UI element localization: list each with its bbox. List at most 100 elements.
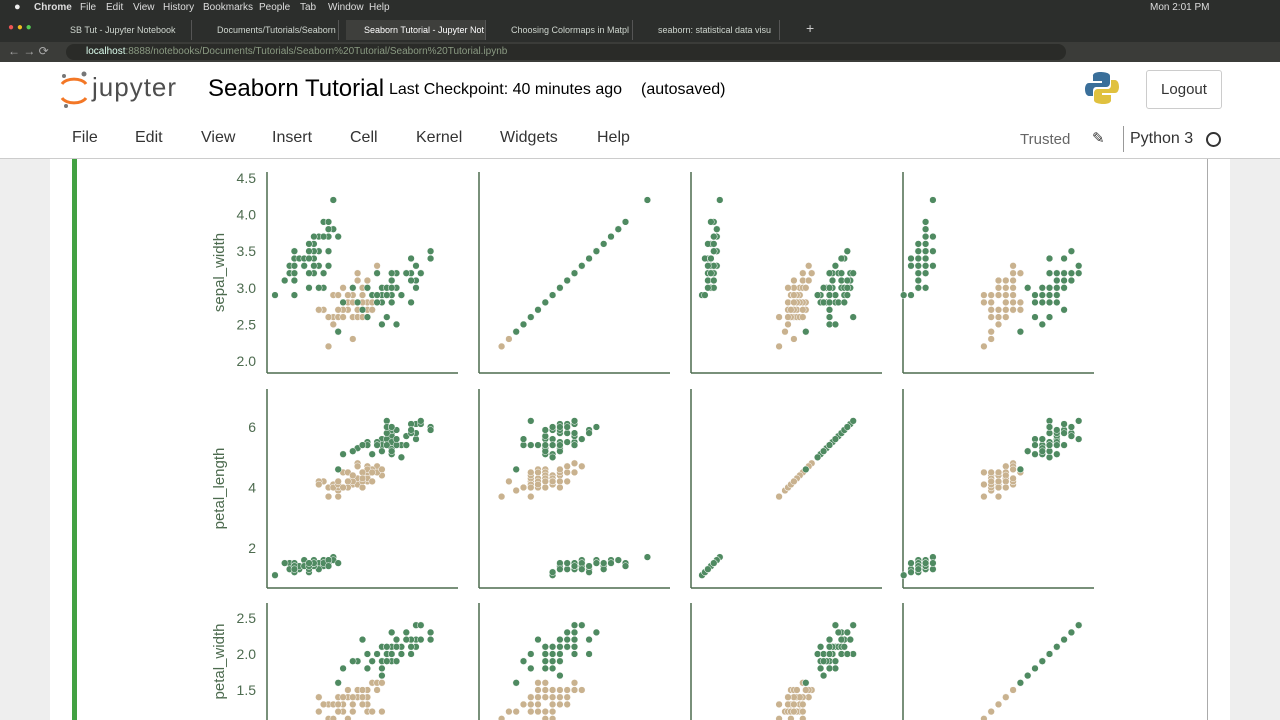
y-tick-label: 4.5: [237, 170, 257, 186]
browser-tab[interactable]: Documents/Tutorials/Seaborn: [199, 20, 339, 40]
notebook-menu-item[interactable]: Help: [597, 129, 630, 146]
scatter-dot: [775, 492, 783, 501]
scatter-dot: [541, 477, 549, 486]
edit-icon[interactable]: ✎: [1092, 130, 1105, 147]
scatter-dot: [563, 477, 571, 486]
notebook-menu-item[interactable]: Widgets: [500, 129, 558, 146]
os-menu-item[interactable]: Edit: [106, 2, 124, 13]
scatter-dot: [1053, 298, 1061, 307]
scatter-dot: [305, 269, 313, 277]
scatter-dot: [1009, 262, 1017, 270]
browser-tab[interactable]: seaborn: statistical data visu: [640, 20, 780, 40]
scatter-dot: [825, 635, 834, 644]
scatter-dot: [353, 462, 362, 470]
os-menu-item[interactable]: Tab: [300, 2, 317, 13]
scatter-dot: [378, 664, 386, 673]
scatter-dot: [707, 218, 715, 226]
scatter-dot: [921, 225, 930, 233]
scatter-dot: [1053, 426, 1061, 434]
scatter-dot: [914, 284, 922, 292]
jupyter-logo[interactable]: jupyter: [92, 72, 178, 102]
scatter-dot: [527, 700, 535, 709]
os-menu-item[interactable]: File: [80, 2, 97, 13]
new-tab[interactable]: +: [806, 20, 815, 36]
scatter-dot: [1045, 291, 1054, 299]
scatter-dot: [402, 441, 410, 449]
address-bar: ← → ⟳ localhost:8888/notebooks/Documents…: [0, 42, 1280, 62]
scatter-dot: [548, 650, 557, 658]
scatter-dot: [802, 284, 810, 292]
scatter-dot: [1075, 262, 1083, 270]
scatter-dot: [329, 715, 337, 720]
nav-buttons[interactable]: ← → ⟳: [8, 44, 49, 58]
os-menu-item[interactable]: People: [259, 2, 291, 13]
scatter-dot: [793, 686, 801, 694]
scatter-dot: [1045, 429, 1054, 437]
scatter-dot: [383, 313, 391, 321]
app-name[interactable]: Chrome: [34, 2, 72, 13]
autosave: (autosaved): [641, 81, 726, 98]
pairplot: sepal_width 4.5 4.0 3.5 3.0 2.5 2.0 petal_lengt…: [211, 170, 1094, 720]
scatter-dot: [344, 686, 352, 694]
trusted-indicator[interactable]: Trusted: [1020, 131, 1071, 148]
notebook-menu-item[interactable]: Cell: [350, 129, 378, 146]
scatter-dot: [505, 707, 513, 716]
divider: [1123, 126, 1124, 152]
browser-tab[interactable]: Choosing Colormaps in Matpl: [493, 20, 633, 40]
scatter-dot: [378, 320, 386, 329]
scatter-dot: [412, 284, 420, 292]
scatter-dot: [534, 679, 542, 687]
scatter-dot: [849, 269, 857, 277]
scatter-dot: [707, 269, 715, 277]
scatter-dot: [849, 313, 857, 321]
scatter-dot: [994, 306, 1003, 314]
scatter-dot: [412, 262, 420, 270]
logout-button[interactable]: Logout: [1146, 70, 1222, 109]
scatter-dot: [802, 328, 810, 336]
scatter-dot: [334, 465, 342, 474]
scatter-dot: [570, 441, 579, 449]
scatter-dot: [512, 328, 520, 336]
scatter-dot: [987, 335, 995, 343]
scatter-dot: [349, 700, 357, 709]
scatter-dot: [614, 556, 622, 564]
scatter-dot: [305, 559, 313, 567]
scatter-dot: [368, 450, 376, 458]
notebook-menu-item[interactable]: Edit: [135, 129, 163, 146]
browser-tab[interactable]: Seaborn Tutorial - Jupyter Not: [346, 20, 486, 40]
scatter-dot: [556, 643, 564, 651]
notebook-menu-item[interactable]: View: [201, 129, 236, 146]
notebook-menu-item[interactable]: Kernel: [416, 129, 463, 146]
os-menu-item[interactable]: View: [133, 2, 155, 13]
scatter-dot: [994, 468, 1003, 477]
scatter-dot: [290, 276, 299, 285]
scatter-dot: [784, 313, 792, 321]
os-menu-item[interactable]: Help: [369, 2, 390, 13]
scatter-dot: [1060, 269, 1068, 277]
notebook-title[interactable]: Seaborn Tutorial: [208, 75, 385, 102]
scatter-dot: [368, 306, 376, 314]
browser-tab[interactable]: SB Tut - Jupyter Notebook: [52, 20, 192, 40]
scatter-dot: [334, 477, 342, 486]
notebook-menu-item[interactable]: File: [72, 129, 98, 146]
window-controls[interactable]: ● ● ●: [8, 22, 32, 33]
os-menu-item[interactable]: Bookmarks: [203, 2, 254, 13]
scatter-dot: [541, 707, 549, 716]
os-menu-item[interactable]: Window: [328, 2, 364, 13]
scatter-dot: [585, 562, 593, 570]
scatter-dot: [600, 240, 608, 248]
scatter-dot: [921, 284, 930, 292]
os-menu-item[interactable]: History: [163, 2, 195, 13]
y-tick-label: 2.5: [237, 610, 257, 626]
url-field[interactable]: localhost:8888/notebooks/Documents/Tutor…: [66, 44, 1066, 60]
scatter-dot: [1016, 679, 1025, 687]
apple-icon[interactable]: ●: [14, 1, 21, 13]
scatter-dot: [358, 474, 367, 483]
notebook-menu-item[interactable]: Insert: [272, 129, 313, 146]
scatter-dot: [790, 707, 798, 716]
scatter-dot: [426, 247, 435, 255]
scatter-dot: [556, 693, 564, 701]
scatter-dot: [1009, 291, 1017, 299]
scatter-dot: [388, 650, 396, 658]
scatter-dot: [643, 196, 652, 204]
